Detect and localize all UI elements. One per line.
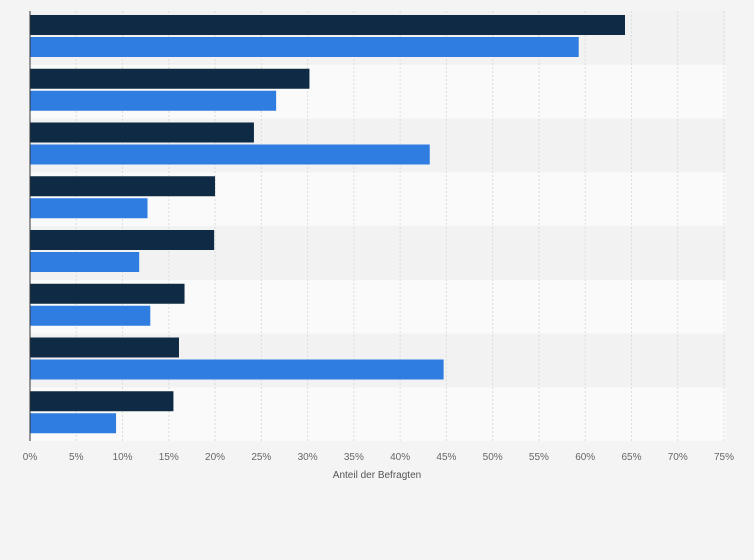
bar-series2 (30, 359, 444, 380)
x-tick-label: 25% (251, 452, 271, 463)
x-tick-label: 15% (159, 452, 179, 463)
bar-series1 (30, 15, 625, 35)
bars (30, 15, 625, 434)
bar-series2 (30, 198, 148, 219)
bar-series1 (30, 176, 216, 197)
x-tick-label: 0% (23, 452, 38, 463)
x-tick-label: 30% (298, 452, 318, 463)
bar-series1 (30, 122, 254, 143)
x-tick-label: 20% (205, 452, 225, 463)
row-bands (30, 11, 726, 441)
x-tick-label: 75% (714, 452, 734, 463)
bar-series2 (30, 37, 579, 57)
bar-series2 (30, 144, 430, 165)
bar-series1 (30, 337, 179, 358)
bar-series1 (30, 391, 174, 412)
bar-series2 (30, 413, 117, 434)
x-tick-label: 35% (344, 452, 364, 463)
bar-series1 (30, 68, 310, 89)
bar-series1 (30, 283, 185, 304)
bar-series2 (30, 305, 151, 326)
x-tick-label: 60% (575, 452, 595, 463)
x-tick-label: 5% (69, 452, 84, 463)
x-tick-label: 70% (668, 452, 688, 463)
x-tick-label: 10% (113, 452, 133, 463)
x-tick-label: 40% (390, 452, 410, 463)
x-tick-label: 50% (483, 452, 503, 463)
x-tick-labels: 0% 5% 10% 15% 20% 25% 30% 35% 40% 45% 50% 55% 60% 65%… (23, 452, 734, 463)
bar-series1 (30, 230, 215, 250)
x-tick-label: 45% (436, 452, 456, 463)
x-tick-label: 65% (621, 452, 641, 463)
x-tick-label: 55% (529, 452, 549, 463)
bar-series2 (30, 90, 277, 111)
bar-series2 (30, 252, 140, 272)
x-axis-title: Anteil der Befragten (333, 470, 421, 481)
